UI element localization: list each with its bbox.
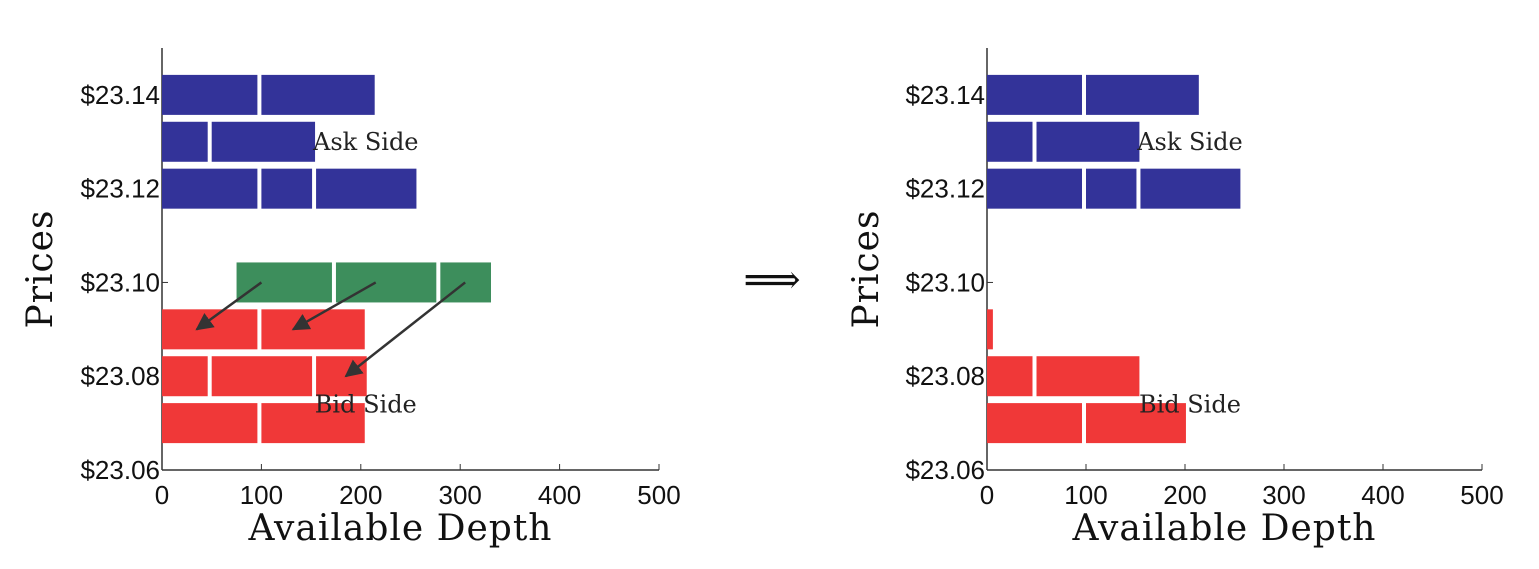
ask-order-bar bbox=[261, 168, 313, 209]
bid-side-label: Bid Side bbox=[1139, 390, 1241, 418]
bid-order-bar bbox=[987, 356, 1033, 397]
bid-order-bar bbox=[987, 403, 1082, 444]
x-tick-label: 500 bbox=[637, 480, 680, 510]
ask-order-bar bbox=[1140, 168, 1241, 209]
ask-order-bar bbox=[162, 168, 258, 209]
before-panel: 0 100 200 300 400 500 $23.14 $23.12 $23.10 $23.08… bbox=[20, 48, 681, 549]
ask-order-bar bbox=[987, 74, 1082, 115]
x-tick-label: 100 bbox=[240, 480, 283, 510]
bid-order-bar bbox=[162, 309, 258, 350]
bid-order-bar bbox=[261, 309, 365, 350]
y-tick-label: $23.12 bbox=[80, 174, 160, 204]
x-axis-title: Available Depth bbox=[247, 508, 552, 549]
ask-order-bar bbox=[162, 121, 208, 162]
bid-order-bar bbox=[261, 403, 365, 444]
x-tick-label: 300 bbox=[439, 480, 482, 510]
ask-order-bar bbox=[316, 168, 417, 209]
y-tick-label: $23.06 bbox=[80, 455, 160, 485]
y-tick-label: $23.08 bbox=[80, 361, 160, 391]
ask-order-bar bbox=[261, 74, 375, 115]
order-match-arrow bbox=[344, 281, 466, 378]
x-tick-label: 200 bbox=[1163, 480, 1206, 510]
y-tick-label: $23.14 bbox=[905, 80, 985, 110]
y-tick-label: $23.12 bbox=[905, 174, 985, 204]
y-tick-label: $23.06 bbox=[905, 455, 985, 485]
x-tick-label: 400 bbox=[1361, 480, 1404, 510]
ask-side-label: Ask Side bbox=[312, 128, 419, 156]
order-match-arrow bbox=[195, 281, 263, 331]
transition-arrow: ⟹ bbox=[743, 257, 800, 303]
y-axis-title: Prices bbox=[20, 210, 61, 329]
y-tick-label: $23.08 bbox=[905, 361, 985, 391]
y-tick-label: $23.10 bbox=[80, 267, 160, 297]
x-tick-label: 200 bbox=[339, 480, 382, 510]
bid-side-label: Bid Side bbox=[315, 390, 417, 418]
x-tick-label: 0 bbox=[155, 480, 169, 510]
x-axis-title: Available Depth bbox=[1071, 508, 1376, 549]
ask-order-bar bbox=[162, 74, 258, 115]
x-tick-label: 300 bbox=[1262, 480, 1305, 510]
x-tick-label: 100 bbox=[1064, 480, 1107, 510]
bid-order-bar bbox=[987, 309, 993, 350]
x-tick-label: 0 bbox=[980, 480, 994, 510]
ask-order-bar bbox=[1086, 74, 1199, 115]
ask-order-bar bbox=[1086, 168, 1137, 209]
ask-side-label: Ask Side bbox=[1136, 128, 1243, 156]
ask-order-bar bbox=[211, 121, 316, 162]
y-tick-label: $23.14 bbox=[80, 80, 160, 110]
bid-order-bar bbox=[1086, 403, 1186, 444]
y-axis-title: Prices bbox=[846, 210, 887, 329]
bid-order-bar bbox=[162, 403, 258, 444]
x-tick-label: 400 bbox=[538, 480, 581, 510]
bid-order-bar bbox=[211, 356, 313, 397]
after-panel: 0 100 200 300 400 500 $23.14 $23.12 $23.10 $23.08… bbox=[846, 48, 1504, 549]
incoming-order-bar bbox=[236, 262, 332, 303]
bid-order-bar bbox=[1036, 356, 1140, 397]
x-tick-label: 500 bbox=[1460, 480, 1503, 510]
ask-order-bar bbox=[1036, 121, 1140, 162]
ask-order-bar bbox=[987, 168, 1082, 209]
bid-order-bar bbox=[162, 356, 208, 397]
ask-order-bar bbox=[987, 121, 1033, 162]
order-match-arrow bbox=[291, 281, 377, 331]
y-tick-label: $23.10 bbox=[905, 267, 985, 297]
